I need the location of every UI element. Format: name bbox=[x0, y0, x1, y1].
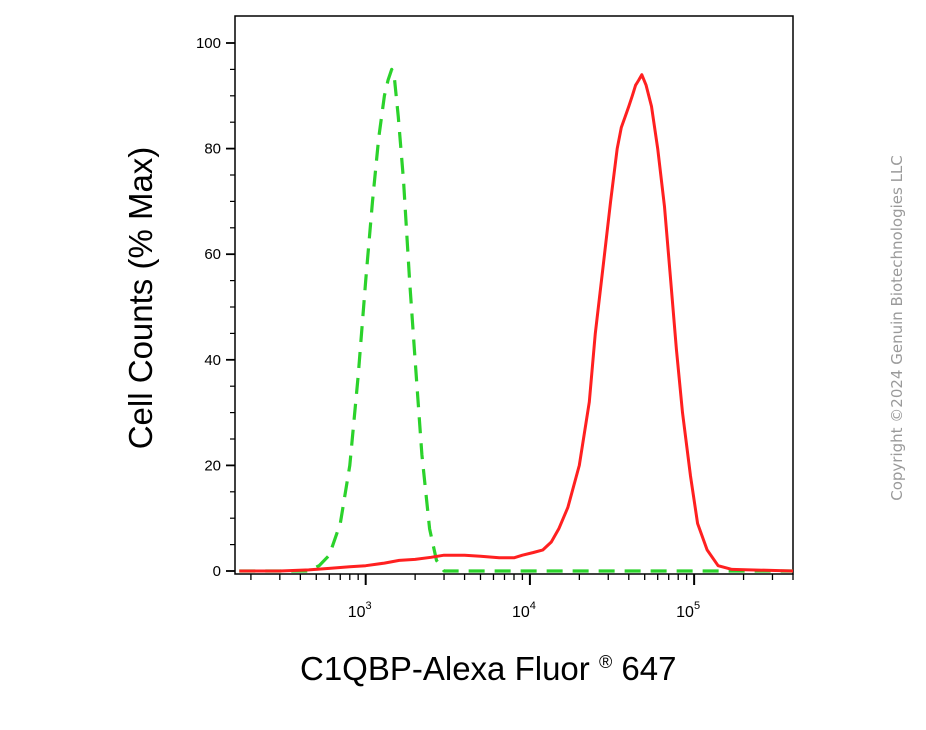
x-tick-label: 105 bbox=[676, 600, 700, 621]
plot-frame bbox=[234, 15, 794, 575]
y-tick-label: 20 bbox=[204, 457, 221, 474]
copyright-watermark: Copyright ©2024 Genuin Biotechnologies L… bbox=[888, 155, 906, 501]
x-axis-title-suffix: 647 bbox=[621, 650, 676, 687]
y-tick-label: 60 bbox=[204, 246, 221, 263]
y-tick-label: 100 bbox=[196, 35, 221, 52]
x-axis-title: C1QBP-Alexa Fluor ® 647 bbox=[300, 638, 676, 687]
x-axis-title-main: C1QBP-Alexa Fluor bbox=[300, 650, 590, 687]
y-tick-label: 80 bbox=[204, 141, 221, 158]
control-series-line bbox=[239, 67, 793, 573]
y-tick-label: 40 bbox=[204, 352, 221, 369]
x-axis-ticks: 103 104 105 bbox=[250, 574, 794, 621]
x-axis-title-mark: ® bbox=[599, 652, 612, 672]
x-tick-label: 103 bbox=[348, 600, 372, 621]
sample-series-line bbox=[239, 73, 794, 573]
y-tick-label: 0 bbox=[213, 563, 221, 580]
y-axis-title: Cell Counts (% Max) bbox=[122, 147, 159, 450]
x-tick-label: 104 bbox=[512, 600, 536, 621]
series-layer bbox=[239, 67, 794, 573]
y-axis-ticks: 0 20 40 60 80 100 bbox=[196, 35, 235, 580]
